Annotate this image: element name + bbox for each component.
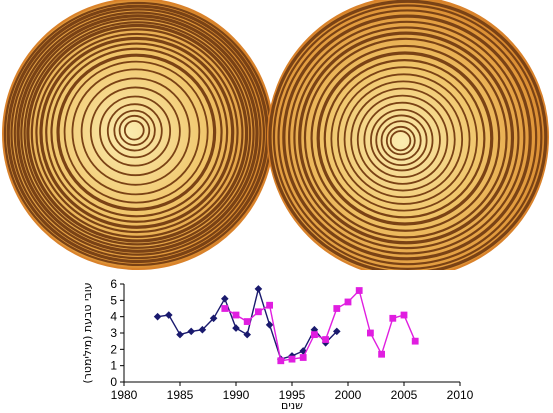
growth-ring [89,86,181,177]
data-point-diamond [153,312,162,321]
x-tick-label: 1990 [223,388,250,402]
data-point-square [288,355,296,363]
data-point-diamond [333,327,341,336]
growth-ring [298,31,515,245]
y-tick-label: 5 [110,293,117,307]
tree-ring-cross-section-left [2,0,274,270]
y-tick-label: 2 [110,342,117,356]
growth-ring [10,8,266,260]
growth-ring [20,17,255,249]
x-tick-label: 2005 [391,388,418,402]
growth-ring [277,9,538,266]
growth-ring [370,108,434,172]
data-point-square [299,354,307,361]
series-2 [221,287,419,365]
data-point-square [389,314,397,322]
data-point-diamond [243,330,251,339]
chart-series [153,285,419,365]
growth-ring [13,11,262,256]
data-point-square [367,329,374,337]
y-tick-label: 3 [110,326,117,340]
growth-ring [323,59,486,219]
series-line [224,289,416,362]
data-point-diamond [254,285,263,293]
growth-ring [23,21,252,246]
x-tick-label: 1995 [279,388,306,402]
data-point-square [400,311,408,319]
data-point-diamond [187,327,195,336]
data-point-square [411,337,419,345]
growth-ring [375,114,428,167]
data-point-square [221,305,229,312]
data-point-square [232,311,240,319]
growth-ring [71,68,201,196]
x-axis-title: שנים [281,399,303,412]
growth-ring [356,94,449,185]
y-axis-title: עובי טבעת (מילימטר) [81,282,94,383]
growth-ring [80,77,191,186]
growth-ring [268,0,548,270]
growth-ring [293,26,520,250]
growth-ring [337,73,471,205]
growth-ring [316,51,494,226]
x-tick-label: 1985 [167,388,194,402]
growth-ring [363,101,441,179]
data-point-square [378,350,385,358]
growth-ring [16,14,259,253]
growth-ring [350,87,456,192]
chart-ticks: 1980 1985 1990 1995 2000 2005 2010 0 1 2 3 4 5 6 [110,277,473,402]
data-point-square [355,287,363,294]
growth-ring [113,109,156,152]
data-point-square [322,336,329,343]
growth-ring [63,60,209,204]
data-point-square [266,301,273,309]
data-point-square [255,308,262,316]
growth-ring [310,44,501,232]
tree-ring-cross-section-right [267,0,549,270]
data-point-diamond [165,311,173,319]
data-point-diamond [209,314,218,323]
growth-ring [389,130,412,152]
growth-ring [39,36,235,229]
growth-ring [30,28,244,238]
data-point-diamond [265,321,274,329]
growth-ring [282,14,532,261]
chart-axes [123,284,460,383]
x-tick-label: 1980 [111,388,138,402]
y-tick-label: 6 [110,277,117,291]
data-point-diamond [232,324,240,332]
growth-ring [303,37,508,239]
growth-ring [26,23,249,243]
data-point-diamond [198,325,207,334]
growth-ring [56,53,217,212]
growth-ring [45,42,229,223]
growth-ring [380,120,422,161]
growth-ring [385,125,416,156]
growth-ring [99,95,172,167]
growth-ring [50,47,223,218]
y-tick-label: 1 [110,359,117,373]
growth-ring [343,80,464,199]
data-point-diamond [221,294,229,303]
y-tick-label: 0 [110,375,117,389]
tree-rings-illustration [2,0,549,270]
x-tick-label: 2000 [335,388,362,402]
data-point-square [243,318,251,325]
data-point-square [311,331,318,339]
growth-ring [106,103,163,159]
growth-ring [288,20,526,255]
growth-ring [272,4,543,270]
y-tick-label: 4 [110,310,117,324]
data-point-square [333,305,341,312]
data-point-square [277,357,285,365]
data-point-square [344,298,352,306]
growth-ring [35,32,239,234]
x-tick-label: 2010 [447,388,474,402]
data-point-diamond [176,330,184,339]
growth-ring [123,120,145,141]
growth-ring [330,66,478,212]
growth-ring [118,114,151,146]
